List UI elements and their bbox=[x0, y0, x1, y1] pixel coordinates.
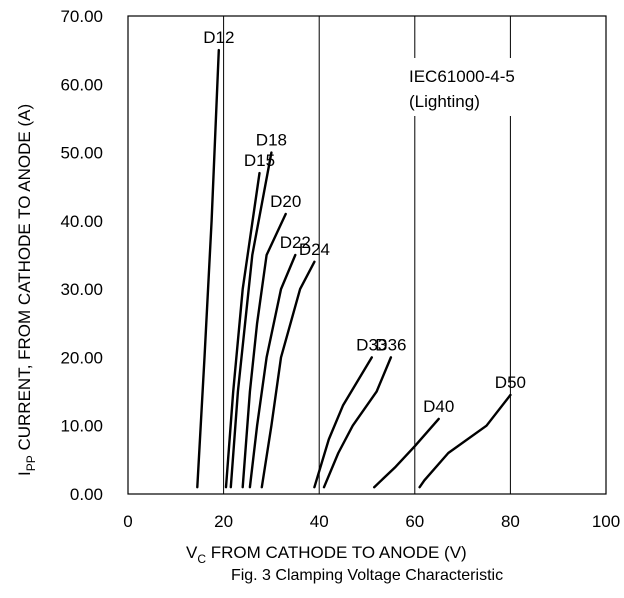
x-axis-title-rest: FROM CATHODE TO ANODE (V) bbox=[206, 543, 467, 562]
curve-label-d40: D40 bbox=[423, 397, 454, 416]
curve-label-d18: D18 bbox=[256, 131, 287, 150]
series-line-d33 bbox=[313, 356, 373, 489]
series-layer bbox=[196, 48, 512, 489]
series-line-d22 bbox=[248, 253, 297, 489]
annotation-background bbox=[405, 58, 535, 116]
curve-label-d36: D36 bbox=[375, 335, 406, 354]
x-tick-label-3: 60 bbox=[405, 512, 424, 531]
x-tick-label-4: 80 bbox=[501, 512, 520, 531]
series-line-d15 bbox=[224, 171, 261, 489]
x-tick-label-5: 100 bbox=[592, 512, 620, 531]
annotation-box: IEC61000-4-5 (Lighting) bbox=[405, 58, 535, 116]
y-axis-title-main: I bbox=[15, 471, 34, 476]
series-line-d18 bbox=[229, 151, 273, 489]
y-tick-label-5: 50.00 bbox=[60, 144, 103, 163]
annotation-line-2: (Lighting) bbox=[409, 92, 480, 111]
x-axis-title: VC FROM CATHODE TO ANODE (V) bbox=[186, 543, 467, 566]
curve-label-d22: D22 bbox=[280, 233, 311, 252]
x-tick-label-1: 20 bbox=[214, 512, 233, 531]
annotation-line-1: IEC61000-4-5 bbox=[409, 67, 515, 86]
x-tick-label-0: 0 bbox=[123, 512, 132, 531]
x-axis-title-main: V bbox=[186, 543, 198, 562]
x-axis-title-subscript: C bbox=[197, 552, 206, 566]
y-axis-title: IPP CURRENT, FROM CATHODE TO ANODE (A) bbox=[15, 104, 38, 476]
y-tick-label-6: 60.00 bbox=[60, 75, 103, 94]
y-tick-label-4: 40.00 bbox=[60, 212, 103, 231]
series-line-d20 bbox=[241, 212, 287, 489]
figure-caption: Fig. 3 Clamping Voltage Characteristic bbox=[231, 567, 503, 584]
y-tick-label-3: 30.00 bbox=[60, 280, 103, 299]
x-tick-label-2: 40 bbox=[310, 512, 329, 531]
tick-label-layer: 0 20 40 60 80 100 0.00 10.00 20.00 30.00 40.00 50.0… bbox=[60, 7, 620, 531]
y-tick-label-2: 20.00 bbox=[60, 348, 103, 367]
curve-label-d50: D50 bbox=[495, 373, 526, 392]
series-line-d50 bbox=[418, 393, 512, 489]
y-tick-label-0: 0.00 bbox=[70, 485, 103, 504]
series-line-d36 bbox=[322, 356, 393, 489]
curve-label-d15: D15 bbox=[244, 151, 275, 170]
series-line-d40 bbox=[373, 417, 440, 489]
curve-label-d24: D24 bbox=[299, 240, 330, 259]
y-axis-title-subscript: PP bbox=[24, 455, 38, 471]
curve-label-d20: D20 bbox=[270, 192, 301, 211]
series-line-d12 bbox=[196, 48, 220, 489]
y-tick-label-7: 70.00 bbox=[60, 7, 103, 26]
curve-label-d33: D33 bbox=[356, 335, 387, 354]
y-tick-label-1: 10.00 bbox=[60, 417, 103, 436]
y-axis-title-rest: CURRENT, FROM CATHODE TO ANODE (A) bbox=[15, 104, 34, 455]
curve-label-d12: D12 bbox=[203, 28, 234, 47]
series-line-d24 bbox=[260, 260, 316, 489]
